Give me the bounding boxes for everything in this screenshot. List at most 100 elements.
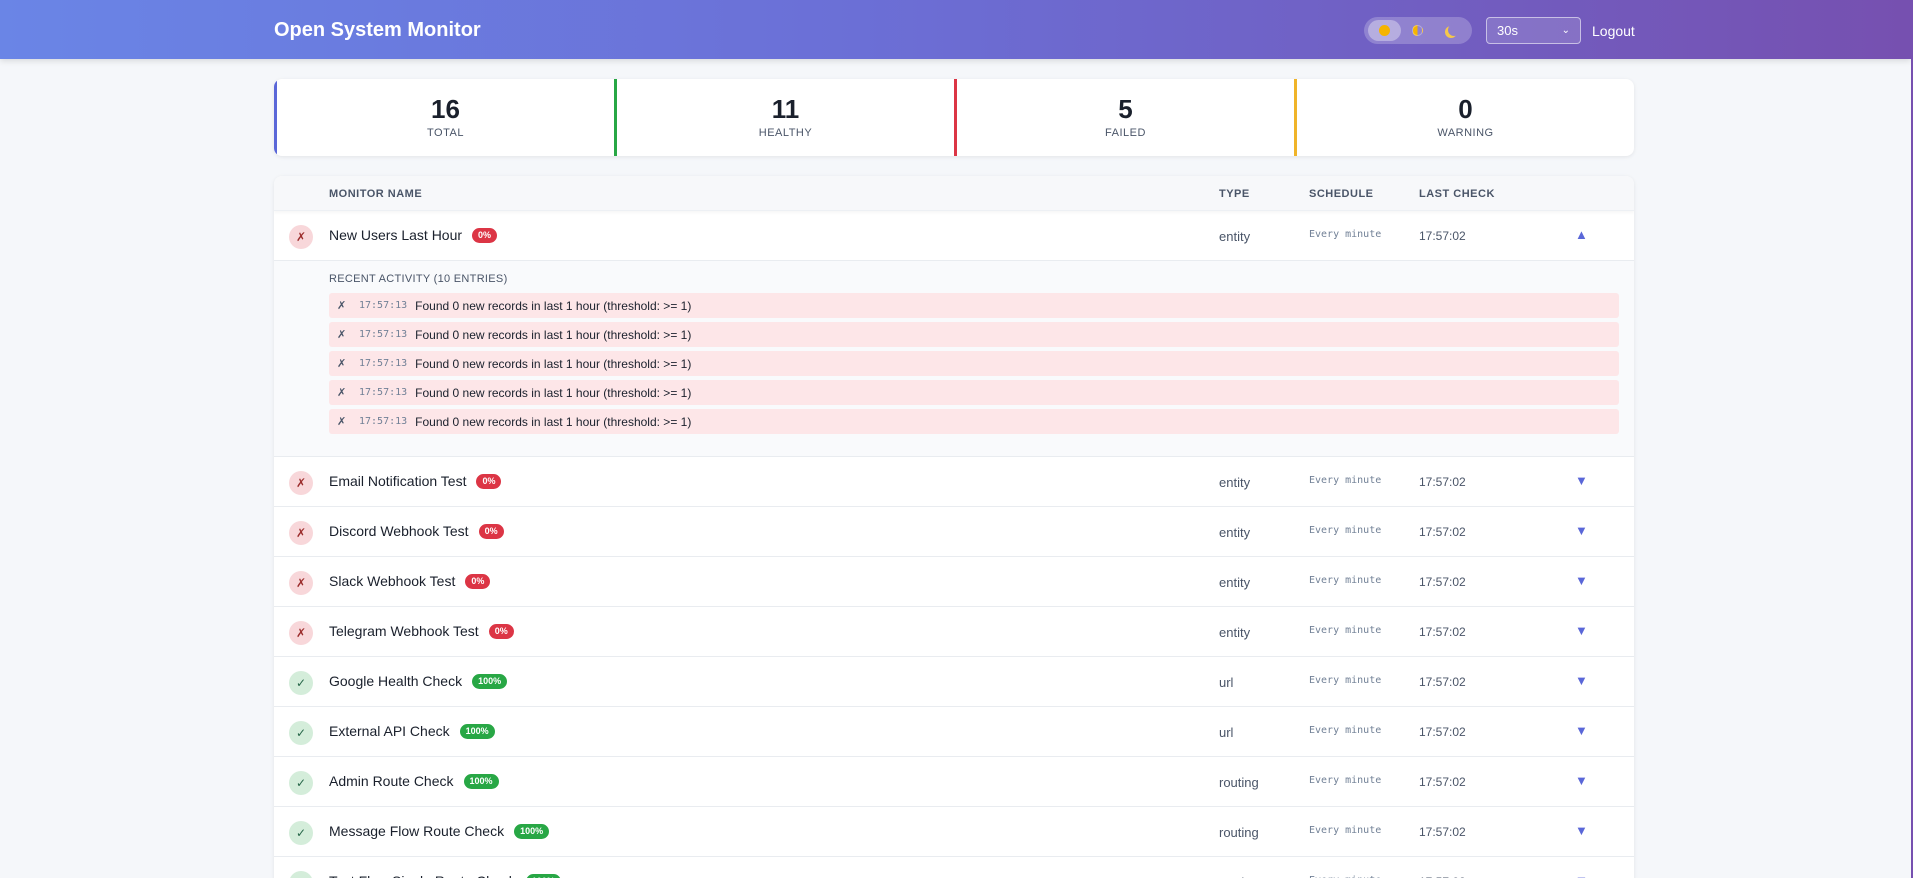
stat-value: 11 bbox=[771, 94, 800, 124]
table-row[interactable]: ✓ Message Flow Route Check 100% routing Ever… bbox=[274, 807, 1634, 857]
table-row[interactable]: ✗ Telegram Webhook Test 0% entity Every minu… bbox=[274, 607, 1634, 657]
monitor-schedule: Every minute bbox=[1309, 525, 1382, 536]
monitor-last-check: 17:57:02 bbox=[1419, 825, 1466, 839]
uptime-badge: 100% bbox=[472, 673, 508, 689]
column-header-schedule: SCHEDULE bbox=[1309, 188, 1374, 200]
expand-icon[interactable]: ▼ bbox=[1575, 823, 1588, 838]
x-icon: ✗ bbox=[289, 225, 313, 249]
collapse-icon[interactable]: ▲ bbox=[1575, 227, 1588, 242]
monitor-schedule: Every minute bbox=[1309, 725, 1382, 736]
monitor-schedule: Every minute bbox=[1309, 625, 1382, 636]
logout-button[interactable]: Logout bbox=[1592, 23, 1635, 39]
monitor-name: Message Flow Route Check bbox=[329, 823, 505, 839]
monitor-schedule: Every minute bbox=[1309, 775, 1382, 786]
expand-icon[interactable]: ▼ bbox=[1575, 723, 1588, 738]
x-icon: ✗ bbox=[289, 521, 313, 545]
x-icon: ✗ bbox=[337, 300, 347, 312]
theme-dark-option[interactable] bbox=[1435, 20, 1468, 41]
expand-icon[interactable]: ▼ bbox=[1575, 623, 1588, 638]
monitor-schedule: Every minute bbox=[1309, 875, 1381, 878]
activity-message: Found 0 new records in last 1 hour (thre… bbox=[415, 298, 692, 313]
monitor-last-check: 17:57:02 bbox=[1419, 575, 1466, 589]
table-row[interactable]: ✗ Slack Webhook Test 0% entity Every minute 1… bbox=[274, 557, 1634, 607]
monitor-schedule: Every minute bbox=[1309, 575, 1382, 586]
activity-message: Found 0 new records in last 1 hour (thre… bbox=[415, 327, 692, 342]
stat-value: 0 bbox=[1458, 94, 1473, 124]
monitor-type: routing bbox=[1219, 825, 1259, 840]
activity-time: 17:57:13 bbox=[359, 387, 408, 398]
expand-icon[interactable]: ▼ bbox=[1575, 523, 1588, 538]
table-row[interactable]: ✓ External API Check 100% url Every minute 17… bbox=[274, 707, 1634, 757]
app-title: Open System Monitor bbox=[274, 19, 481, 41]
expand-icon[interactable]: ▼ bbox=[1575, 673, 1588, 688]
chevron-down-icon: ⌄ bbox=[1561, 25, 1570, 36]
stat-label: TOTAL bbox=[427, 127, 464, 139]
check-icon: ✓ bbox=[289, 671, 313, 695]
monitor-type: url bbox=[1219, 675, 1234, 690]
monitor-type: routing bbox=[1219, 775, 1259, 790]
uptime-badge: 100% bbox=[463, 773, 499, 789]
monitor-name: Email Notification Test bbox=[329, 473, 467, 489]
half-circle-icon bbox=[1412, 25, 1424, 36]
expand-icon[interactable]: ▼ bbox=[1575, 873, 1588, 878]
monitor-name-cell: Message Flow Route Check 100% bbox=[329, 823, 550, 839]
x-icon: ✗ bbox=[337, 329, 347, 341]
monitor-name-cell: Telegram Webhook Test 0% bbox=[329, 623, 514, 639]
stat-value: 5 bbox=[1118, 94, 1133, 124]
x-icon: ✗ bbox=[289, 621, 313, 645]
monitor-schedule: Every minute bbox=[1309, 675, 1382, 686]
sun-icon bbox=[1379, 25, 1391, 36]
table-row[interactable]: ✗ Email Notification Test 0% entity Every mi… bbox=[274, 457, 1634, 507]
expand-icon[interactable]: ▼ bbox=[1575, 573, 1588, 588]
theme-toggle[interactable] bbox=[1364, 17, 1472, 44]
monitor-name-cell: External API Check 100% bbox=[329, 723, 495, 739]
uptime-badge: 0% bbox=[478, 523, 504, 539]
expand-icon[interactable]: ▼ bbox=[1575, 773, 1588, 788]
monitor-last-check: 17:57:02 bbox=[1419, 625, 1466, 639]
monitor-last-check: 17:57:02 bbox=[1419, 875, 1466, 878]
monitor-schedule: Every minute bbox=[1309, 825, 1382, 836]
monitor-name-cell: Discord Webhook Test 0% bbox=[329, 523, 504, 539]
recent-activity-panel: RECENT ACTIVITY (10 ENTRIES) ✗ 17:57:13 Fou… bbox=[274, 261, 1634, 457]
app-header: Open System Monitor 30s ⌄ Logout bbox=[0, 0, 1911, 59]
column-header-name: MONITOR NAME bbox=[329, 188, 423, 200]
uptime-badge: 100% bbox=[459, 723, 495, 739]
theme-light-option[interactable] bbox=[1368, 20, 1402, 41]
table-row[interactable]: ✗ New Users Last Hour 0% entity Every minute… bbox=[274, 211, 1634, 261]
monitor-name-cell: Email Notification Test 0% bbox=[329, 473, 502, 489]
activity-entry: ✗ 17:57:13 Found 0 new records in last 1 h… bbox=[329, 322, 1619, 347]
monitor-type: entity bbox=[1219, 575, 1251, 590]
monitor-last-check: 17:57:02 bbox=[1419, 675, 1466, 689]
monitors-table: MONITOR NAME TYPE SCHEDULE LAST CHECK ✗ N… bbox=[274, 176, 1634, 878]
check-icon: ✓ bbox=[289, 771, 313, 795]
stat-failed: 5 FAILED bbox=[954, 79, 1294, 156]
activity-message: Found 0 new records in last 1 hour (thre… bbox=[415, 385, 692, 400]
refresh-interval-select[interactable]: 30s ⌄ bbox=[1486, 17, 1581, 44]
table-row[interactable]: ✓ Admin Route Check 100% routing Every minut… bbox=[274, 757, 1634, 807]
page-scrollbar[interactable] bbox=[1911, 0, 1913, 878]
monitor-schedule: Every minute bbox=[1309, 475, 1382, 486]
stats-summary: 16 TOTAL 11 HEALTHY 5 FAILED 0 WARNING bbox=[274, 79, 1634, 156]
expand-icon[interactable]: ▼ bbox=[1575, 473, 1588, 488]
stat-label: WARNING bbox=[1437, 127, 1494, 139]
column-header-last-check: LAST CHECK bbox=[1419, 188, 1495, 200]
monitor-name: Admin Route Check bbox=[329, 773, 454, 789]
uptime-badge: 0% bbox=[465, 573, 491, 589]
refresh-interval-value: 30s bbox=[1497, 23, 1518, 38]
activity-entry: ✗ 17:57:13 Found 0 new records in last 1 h… bbox=[329, 409, 1619, 434]
stat-value: 16 bbox=[431, 94, 460, 124]
monitor-name-cell: Slack Webhook Test 0% bbox=[329, 573, 491, 589]
monitor-type: entity bbox=[1219, 525, 1251, 540]
monitor-name: Slack Webhook Test bbox=[329, 573, 456, 589]
monitor-type: routing bbox=[1219, 875, 1259, 878]
table-row[interactable]: ✗ Discord Webhook Test 0% entity Every minut… bbox=[274, 507, 1634, 557]
x-icon: ✗ bbox=[289, 471, 313, 495]
recent-activity-title: RECENT ACTIVITY (10 ENTRIES) bbox=[329, 273, 508, 285]
table-row[interactable]: ✓ Google Health Check 100% url Every minute 1… bbox=[274, 657, 1634, 707]
x-icon: ✗ bbox=[289, 571, 313, 595]
activity-message: Found 0 new records in last 1 hour (thre… bbox=[415, 356, 692, 371]
monitor-schedule: Every minute bbox=[1309, 229, 1382, 240]
table-row[interactable]: ✓ Test Flow Single Route Check 100% routing… bbox=[274, 857, 1634, 878]
table-header: MONITOR NAME TYPE SCHEDULE LAST CHECK bbox=[274, 176, 1634, 211]
theme-auto-option[interactable] bbox=[1401, 20, 1434, 41]
